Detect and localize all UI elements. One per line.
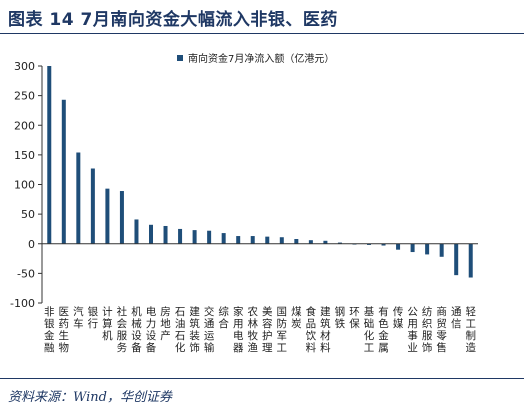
bar-17	[279, 237, 284, 244]
bar-29	[454, 243, 459, 276]
y-tick-label: -50	[17, 267, 35, 280]
x-tick-label: 通信	[451, 306, 462, 330]
bar-30	[468, 243, 473, 278]
x-tick-label: 非银金融	[44, 306, 55, 354]
bar-7	[134, 219, 139, 244]
x-tick-label: 钢铁	[335, 305, 346, 330]
bar-28	[439, 243, 444, 257]
x-tick-label: 轻工制造	[465, 305, 476, 354]
bar-13	[221, 233, 226, 244]
x-tick-label: 建筑材料	[320, 305, 331, 354]
x-tick-label: 纺织服饰	[422, 305, 433, 354]
source-note: 资料来源：Wind，华创证券	[8, 390, 172, 405]
bar-14	[236, 236, 241, 244]
bar-10	[178, 228, 183, 244]
y-tick-label: 0	[28, 238, 35, 251]
x-tick-label: 汽车	[73, 305, 84, 330]
bar-23	[367, 243, 371, 245]
y-tick-label: 200	[14, 119, 35, 132]
bar-8	[149, 224, 153, 244]
x-tick-label: 传媒	[393, 306, 404, 330]
x-tick-label: 计算机	[102, 305, 113, 342]
x-tick-label: 国防军工	[277, 306, 288, 354]
x-tick-label: 综合	[218, 305, 229, 330]
x-tick-label: 公用事业	[407, 306, 418, 354]
bar-12	[207, 230, 212, 244]
x-tick-label: 家用电器	[233, 305, 244, 354]
x-tick-label: 建筑装饰	[189, 305, 200, 354]
x-tick-label: 医药生物	[59, 306, 70, 354]
y-tick-label: 150	[14, 149, 35, 162]
bar-1	[47, 66, 52, 244]
x-tick-label: 农林牧渔	[247, 305, 258, 354]
y-tick-label: 250	[14, 90, 35, 103]
x-tick-label: 交通运输	[204, 305, 215, 354]
bar-26	[410, 243, 415, 253]
bar-20	[323, 240, 328, 244]
x-tick-label: 煤炭	[291, 305, 302, 330]
bar-2	[61, 99, 66, 244]
footer-rule	[0, 378, 524, 379]
x-tick-label: 银行	[88, 305, 99, 330]
bar-11	[192, 230, 197, 244]
legend-swatch	[177, 55, 183, 61]
figure-title: 图表 14 7月南向资金大幅流入非银、医药	[8, 10, 338, 30]
bar-4	[90, 168, 95, 244]
x-tick-label: 环保	[349, 306, 360, 330]
bar-3	[76, 152, 81, 244]
title-rule	[0, 33, 524, 34]
legend: 南向资金7月净流入额（亿港元）	[177, 52, 334, 65]
x-tick-label: 商贸零售	[436, 305, 447, 354]
x-tick-label: 基础化工	[364, 305, 375, 354]
bars	[47, 66, 473, 278]
y-tick-label: 100	[14, 179, 35, 192]
y-axis: -100 -50 0 50 100 150 200 250 300	[10, 60, 43, 310]
bar-9	[163, 225, 168, 244]
x-tick-label: 房地产	[160, 305, 171, 342]
x-tick-label: 社会服务	[117, 305, 128, 354]
bar-24	[381, 243, 386, 246]
bar-chart: 南向资金7月净流入额（亿港元） -100 -50 0 50 100 150 200 250 30…	[10, 52, 478, 354]
bar-6	[119, 191, 124, 244]
x-tick-label: 有色金属	[378, 305, 389, 354]
x-tick-label: 美容护理	[262, 305, 273, 354]
x-tick-label: 电力设备	[146, 305, 157, 354]
bar-25	[396, 243, 401, 250]
bar-27	[425, 243, 430, 255]
y-tick-label: -100	[10, 297, 35, 310]
bar-15	[250, 236, 255, 244]
x-axis-labels: 非银金融医药生物汽车银行计算机社会服务机械设备电力设备房地产石油石化建筑装饰交通…	[44, 305, 476, 354]
y-tick-label: 300	[14, 60, 35, 73]
x-tick-label: 机械设备	[131, 305, 142, 354]
bar-5	[105, 188, 110, 244]
bar-16	[265, 236, 270, 244]
bar-18	[294, 239, 299, 244]
y-tick-label: 50	[21, 208, 35, 221]
legend-label: 南向资金7月净流入额（亿港元）	[188, 52, 334, 65]
x-tick-label: 食品饮料	[306, 305, 317, 354]
x-tick-label: 石油石化	[175, 306, 186, 354]
bar-21	[337, 242, 342, 244]
bar-19	[308, 240, 313, 244]
